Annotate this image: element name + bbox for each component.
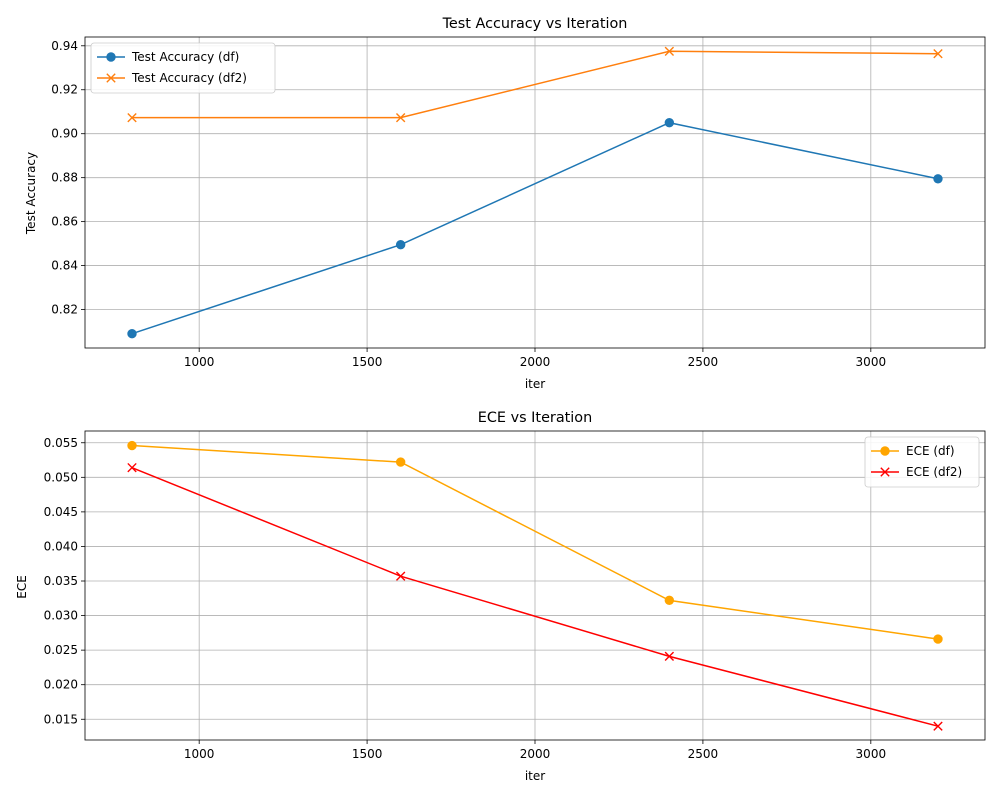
y-axis-label: ECE bbox=[15, 575, 29, 599]
series-line bbox=[131, 466, 939, 727]
x-tick-label: 1000 bbox=[184, 747, 215, 761]
data-point bbox=[933, 634, 943, 644]
chart-title: ECE vs Iteration bbox=[478, 410, 592, 426]
legend-marker bbox=[880, 467, 890, 477]
plot-frame bbox=[84, 36, 986, 349]
x-axis-label: iter bbox=[525, 769, 545, 783]
data-point bbox=[395, 571, 406, 581]
legend-marker bbox=[880, 446, 890, 456]
data-point bbox=[933, 721, 943, 731]
ece-chart: ECE vs Iteration iter ECE 1000 1500 2000 25… bbox=[15, 410, 986, 783]
marker-stroke bbox=[933, 721, 943, 731]
y-tick-label: 0.025 bbox=[44, 643, 78, 657]
marker-stroke bbox=[395, 112, 406, 123]
data-point bbox=[127, 440, 137, 451]
marker-stroke bbox=[933, 49, 943, 59]
data-point bbox=[933, 49, 943, 59]
y-tick-label: 0.015 bbox=[44, 712, 78, 726]
legend-box bbox=[864, 436, 980, 488]
legend-marker bbox=[106, 52, 116, 62]
y-tick-label: 0.82 bbox=[51, 303, 78, 317]
x-axis-label: iter bbox=[525, 377, 545, 391]
marker-stroke bbox=[395, 571, 406, 581]
legend-label: ECE (df2) bbox=[906, 465, 962, 479]
plot-frame bbox=[84, 430, 986, 741]
y-tick-label: 0.040 bbox=[44, 539, 78, 553]
marker-stroke bbox=[880, 467, 890, 477]
legend: ECE (df) ECE (df2) bbox=[864, 436, 980, 488]
x-tick-label: 2500 bbox=[688, 747, 719, 761]
legend: Test Accuracy (df) Test Accuracy (df2) bbox=[90, 42, 276, 94]
data-point bbox=[127, 112, 137, 123]
series bbox=[127, 118, 943, 339]
series bbox=[127, 440, 943, 644]
legend-label: Test Accuracy (df2) bbox=[131, 71, 247, 85]
x-tick-label: 2000 bbox=[520, 747, 551, 761]
y-tick-label: 0.055 bbox=[44, 436, 78, 450]
series-line bbox=[132, 50, 938, 119]
series bbox=[127, 46, 943, 123]
x-tick-label: 1500 bbox=[352, 747, 383, 761]
y-tick-label: 0.050 bbox=[44, 470, 78, 484]
x-tick-label: 2500 bbox=[688, 355, 719, 369]
y-tick-label: 0.92 bbox=[51, 83, 78, 97]
x-tick-label: 1500 bbox=[352, 355, 383, 369]
marker-stroke bbox=[127, 112, 137, 123]
accuracy-chart: Test Accuracy vs Iteration iter Test Acc… bbox=[24, 16, 986, 391]
chart-title: Test Accuracy vs Iteration bbox=[442, 16, 628, 32]
y-tick-label: 0.94 bbox=[51, 39, 78, 53]
data-point bbox=[127, 329, 137, 339]
data-point bbox=[664, 651, 675, 662]
y-tick-label: 0.88 bbox=[51, 171, 78, 185]
legend-label: Test Accuracy (df) bbox=[131, 50, 239, 64]
data-point bbox=[395, 239, 406, 250]
data-point bbox=[664, 46, 675, 56]
marker-stroke bbox=[664, 46, 675, 56]
y-tick-label: 0.045 bbox=[44, 505, 78, 519]
y-tick-label: 0.84 bbox=[51, 259, 78, 273]
data-point bbox=[664, 118, 675, 128]
y-tick-label: 0.030 bbox=[44, 609, 78, 623]
x-tick-label: 3000 bbox=[856, 747, 887, 761]
marker-stroke bbox=[127, 462, 137, 473]
legend-label: ECE (df) bbox=[906, 444, 955, 458]
data-point bbox=[933, 174, 943, 184]
data-point bbox=[395, 457, 406, 467]
marker-stroke bbox=[106, 73, 116, 83]
series bbox=[127, 462, 943, 731]
legend-box bbox=[90, 42, 276, 94]
x-tick-label: 1000 bbox=[184, 355, 215, 369]
x-tick-label: 2000 bbox=[520, 355, 551, 369]
series-line bbox=[131, 444, 939, 640]
y-tick-label: 0.035 bbox=[44, 574, 78, 588]
y-tick-label: 0.020 bbox=[44, 678, 78, 692]
legend-marker bbox=[106, 73, 116, 83]
marker-stroke bbox=[664, 651, 675, 662]
series-line bbox=[131, 121, 939, 335]
data-point bbox=[395, 112, 406, 123]
y-tick-label: 0.90 bbox=[51, 127, 78, 141]
data-point bbox=[664, 595, 675, 606]
y-tick-label: 0.86 bbox=[51, 215, 78, 229]
x-tick-label: 3000 bbox=[856, 355, 887, 369]
data-point bbox=[127, 462, 137, 473]
y-axis-label: Test Accuracy bbox=[24, 152, 38, 235]
